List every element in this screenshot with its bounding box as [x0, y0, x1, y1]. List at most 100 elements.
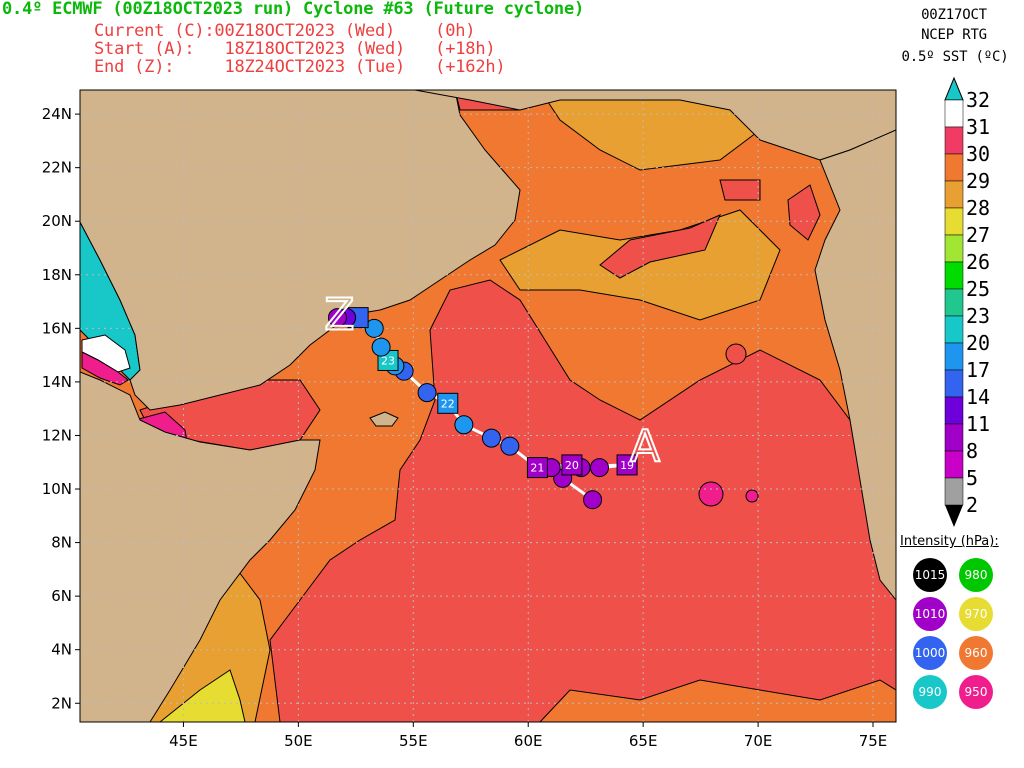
start-time: Start (A): 18Z18OCT2023 (Wed) (+18h): [94, 39, 496, 59]
end-time: End (Z): 18Z24OCT2023 (Tue) (+162h): [94, 57, 506, 77]
colorbar-segment: [944, 99, 964, 128]
track-day-label: 19: [620, 459, 634, 472]
intensity-legend: 1015 980 1010 970 1000 960 990 950: [913, 558, 993, 709]
land-africa: [80, 371, 321, 722]
track-point: [500, 436, 520, 456]
colorbar-segment: [944, 369, 964, 398]
colorbar-bottom-arrow: [945, 505, 963, 527]
intensity-label: 1015: [915, 568, 946, 582]
colorbar-level-label: 17: [966, 358, 990, 382]
intensity-legend-title: Intensity (hPa):: [900, 534, 999, 549]
intensity-swatch: [959, 597, 993, 631]
intensity-swatch: [959, 636, 993, 670]
colorbar-top-arrow: [944, 76, 964, 101]
intensity-label: 970: [965, 607, 988, 621]
intensity-label: 960: [965, 646, 988, 660]
lat-tick-label: 14N: [42, 373, 72, 391]
intensity-swatch: [913, 675, 947, 709]
track-point: [364, 318, 384, 338]
red-sea-pink: [81, 351, 129, 386]
track-point: [583, 490, 603, 510]
track-point: [481, 428, 501, 448]
colorbar-segment: [944, 288, 964, 317]
intensity-label: 990: [919, 685, 942, 699]
colorbar-level-label: 31: [966, 115, 990, 139]
lat-tick-label: 12N: [42, 426, 72, 444]
track-day-label: 21: [530, 462, 544, 475]
track-day-label: 20: [565, 459, 579, 472]
intensity-swatch: [913, 558, 947, 592]
colorbar-segment: [944, 153, 964, 182]
map-axes: 24N 22N 20N 18N 16N 14N 12N 10N 8N 6N 4N 2N 45E 50E 55…: [42, 105, 888, 750]
lat-tick-label: 4N: [51, 641, 72, 659]
socotra: [369, 411, 399, 427]
intensity-swatch: [959, 675, 993, 709]
colorbar-segment: [944, 180, 964, 209]
colorbar-segment: [944, 423, 964, 452]
lat-tick-label: 20N: [42, 212, 72, 230]
lat-tick-label: 10N: [42, 480, 72, 498]
sst-30-east-blob: [599, 214, 721, 279]
intensity-label: 1000: [915, 646, 946, 660]
sst-30-west-blob: [719, 179, 761, 201]
colorbar-segment: [944, 207, 964, 236]
colorbar-segment: [944, 477, 964, 506]
lon-tick-label: 65E: [629, 732, 658, 750]
colorbar-segment: [944, 126, 964, 155]
colorbar-segment: [944, 342, 964, 371]
colorbar-level-label: 2: [966, 493, 978, 517]
colorbar-level-label: 5: [966, 466, 978, 490]
start-marker: A: [630, 421, 660, 472]
lat-tick-label: 18N: [42, 266, 72, 284]
lat-tick-label: 8N: [51, 534, 72, 552]
lat-tick-label: 2N: [51, 694, 72, 712]
colorbar-level-label: 28: [966, 196, 990, 220]
colorbar-segment: [944, 261, 964, 290]
land-india: [814, 129, 896, 601]
sst-27-sw: [159, 669, 246, 722]
end-marker: Z: [324, 290, 354, 341]
lon-tick-label: 60E: [514, 732, 543, 750]
track-point-daily: [526, 457, 548, 479]
intensity-label: 1010: [915, 607, 946, 621]
colorbar-segment: [944, 234, 964, 263]
colorbar-level-label: 23: [966, 304, 990, 328]
sst-colorbar: 32 31 30 29 28 27 26 25 23 20 17 14 11 8 5 2: [944, 76, 990, 527]
colorbar-level-label: 30: [966, 142, 990, 166]
sst-date: 00Z17OCT: [921, 7, 987, 23]
track-day-label: 22: [441, 397, 455, 410]
colorbar-segment: [944, 315, 964, 344]
lon-tick-label: 45E: [169, 732, 198, 750]
map-title: 0.4º ECMWF (00Z18OCT2023 run) Cyclone #6…: [2, 0, 585, 19]
lat-tick-label: 6N: [51, 587, 72, 605]
colorbar-level-label: 14: [966, 385, 990, 409]
lat-tick-label: 22N: [42, 159, 72, 177]
colorbar-level-label: 27: [966, 223, 990, 247]
lon-tick-label: 75E: [859, 732, 888, 750]
track-point-daily: [561, 454, 583, 476]
intensity-label: 950: [965, 685, 988, 699]
map-area: 19 20 21 22 23 A Z: [80, 90, 896, 722]
track-point-daily: [437, 392, 459, 414]
colorbar-level-label: 26: [966, 250, 990, 274]
lat-tick-label: 24N: [42, 105, 72, 123]
track-point-daily: [616, 454, 638, 476]
cyclone-track: 19 20 21 22 23 A Z: [323, 289, 661, 510]
sst-label: 0.5º SST (ºC): [901, 49, 1009, 65]
colorbar-level-label: 8: [966, 439, 978, 463]
track-day-label: 23: [381, 354, 395, 367]
sst-31-spot-2: [745, 489, 759, 503]
current-time: Current (C):00Z18OCT2023 (Wed) (0h): [94, 21, 476, 41]
track-point: [454, 415, 474, 435]
intensity-swatch: [913, 597, 947, 631]
colorbar-segment: [944, 450, 964, 479]
lat-tick-label: 16N: [42, 319, 72, 337]
track-point: [371, 337, 391, 357]
colorbar-level-label: 25: [966, 277, 990, 301]
colorbar-level-label: 32: [966, 88, 990, 112]
intensity-swatch: [959, 558, 993, 592]
lon-tick-label: 50E: [284, 732, 313, 750]
sst-source: NCEP RTG: [921, 27, 987, 43]
track-point: [327, 308, 347, 328]
